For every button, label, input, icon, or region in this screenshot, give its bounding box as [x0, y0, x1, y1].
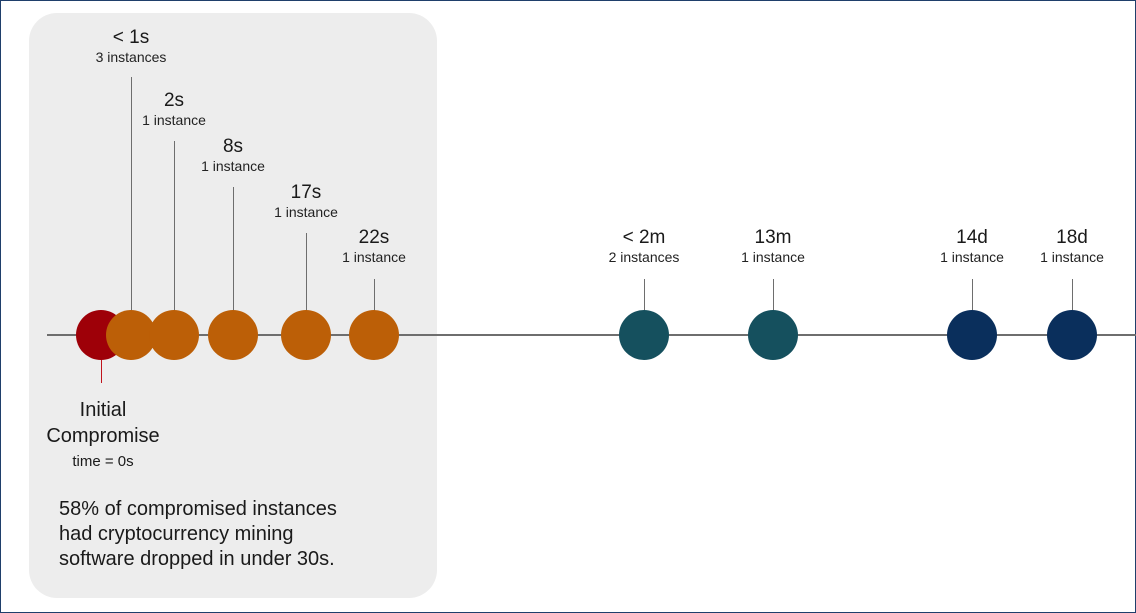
event-label-2s: 2s 1 instance — [114, 90, 234, 129]
event-label-18d: 18d 1 instance — [1012, 227, 1132, 266]
initial-compromise-title-line1: Initial — [79, 399, 127, 421]
event-label-8s: 8s 1 instance — [173, 136, 293, 175]
summary-line-3: software dropped in under 30s. — [59, 548, 335, 570]
summary-line-1: 58% of compromised instances — [59, 498, 337, 520]
event-count: 2 instances — [608, 249, 680, 265]
initial-compromise-title-line2: Compromise — [46, 425, 160, 447]
initial-compromise-time: time = 0s — [72, 453, 134, 470]
event-dot-17s — [281, 310, 331, 360]
event-count: 1 instance — [1040, 249, 1104, 265]
event-stem-lt1s — [131, 77, 132, 311]
summary-line-2: had cryptocurrency mining — [59, 523, 294, 545]
event-count: 3 instances — [95, 49, 167, 65]
event-dot-8s — [208, 310, 258, 360]
event-time: 18d — [1056, 227, 1088, 248]
event-stem-8s — [233, 187, 234, 311]
initial-compromise-label: Initial Compromise time = 0s — [41, 397, 165, 472]
event-dot-2s — [149, 310, 199, 360]
event-dot-22s — [349, 310, 399, 360]
event-dot-lt2m — [619, 310, 669, 360]
event-dot-lt1s — [106, 310, 156, 360]
event-label-lt1s: < 1s 3 instances — [71, 27, 191, 66]
event-time: 22s — [358, 227, 390, 248]
event-time: 17s — [290, 182, 322, 203]
event-label-17s: 17s 1 instance — [246, 182, 366, 221]
event-time: 8s — [222, 136, 244, 157]
event-time: 14d — [956, 227, 988, 248]
timeline-axis — [47, 334, 1136, 336]
event-time: 13m — [754, 227, 792, 248]
event-dot-13m — [748, 310, 798, 360]
event-count: 1 instance — [274, 204, 338, 220]
event-time: 2s — [163, 90, 185, 111]
event-stem-22s — [374, 279, 375, 311]
event-label-22s: 22s 1 instance — [314, 227, 434, 266]
event-count: 1 instance — [940, 249, 1004, 265]
event-stem-13m — [773, 279, 774, 311]
event-label-13m: 13m 1 instance — [713, 227, 833, 266]
event-stem-14d — [972, 279, 973, 311]
event-dot-14d — [947, 310, 997, 360]
initial-compromise-stem — [101, 359, 102, 383]
event-count: 1 instance — [201, 158, 265, 174]
event-count: 1 instance — [741, 249, 805, 265]
event-time: < 1s — [112, 27, 150, 48]
event-stem-17s — [306, 233, 307, 311]
event-count: 1 instance — [142, 112, 206, 128]
event-count: 1 instance — [342, 249, 406, 265]
event-label-lt2m: < 2m 2 instances — [584, 227, 704, 266]
summary-note: 58% of compromised instances had cryptoc… — [59, 497, 419, 572]
event-dot-18d — [1047, 310, 1097, 360]
event-time: < 2m — [622, 227, 666, 248]
event-stem-18d — [1072, 279, 1073, 311]
event-label-14d: 14d 1 instance — [912, 227, 1032, 266]
event-stem-2s — [174, 141, 175, 311]
event-stem-lt2m — [644, 279, 645, 311]
